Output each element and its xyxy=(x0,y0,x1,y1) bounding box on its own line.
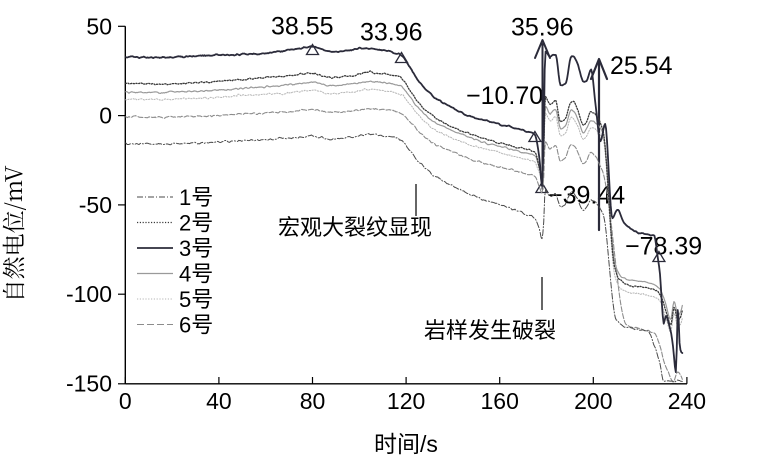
svg-text:-100: -100 xyxy=(66,281,112,307)
svg-text:1号: 1号 xyxy=(179,185,213,210)
svg-text:33.96: 33.96 xyxy=(360,19,423,47)
svg-text:−10.70: −10.70 xyxy=(466,82,543,110)
svg-text:5号: 5号 xyxy=(179,287,213,312)
svg-text:-50: -50 xyxy=(79,192,112,218)
svg-text:40: 40 xyxy=(206,388,232,414)
svg-text:120: 120 xyxy=(387,388,425,414)
svg-text:35.96: 35.96 xyxy=(511,14,574,42)
svg-text:50: 50 xyxy=(86,14,112,40)
svg-text:4号: 4号 xyxy=(179,262,213,287)
svg-text:−78.39: −78.39 xyxy=(625,233,702,261)
svg-text:0: 0 xyxy=(99,103,112,129)
svg-text:200: 200 xyxy=(574,388,612,414)
svg-text:时间/s: 时间/s xyxy=(374,431,438,457)
svg-text:-150: -150 xyxy=(66,371,112,397)
svg-text:岩样发生破裂: 岩样发生破裂 xyxy=(424,318,556,343)
svg-text:6号: 6号 xyxy=(179,313,213,338)
svg-text:0: 0 xyxy=(119,388,132,414)
svg-text:80: 80 xyxy=(300,388,326,414)
svg-text:自然电位/mV: 自然电位/mV xyxy=(0,165,29,302)
svg-text:2号: 2号 xyxy=(179,211,213,236)
svg-text:240: 240 xyxy=(668,388,706,414)
svg-text:3号: 3号 xyxy=(179,236,213,261)
svg-text:38.55: 38.55 xyxy=(271,13,334,41)
svg-text:25.54: 25.54 xyxy=(610,52,673,80)
svg-text:宏观大裂纹显现: 宏观大裂纹显现 xyxy=(278,215,432,240)
svg-text:160: 160 xyxy=(481,388,519,414)
